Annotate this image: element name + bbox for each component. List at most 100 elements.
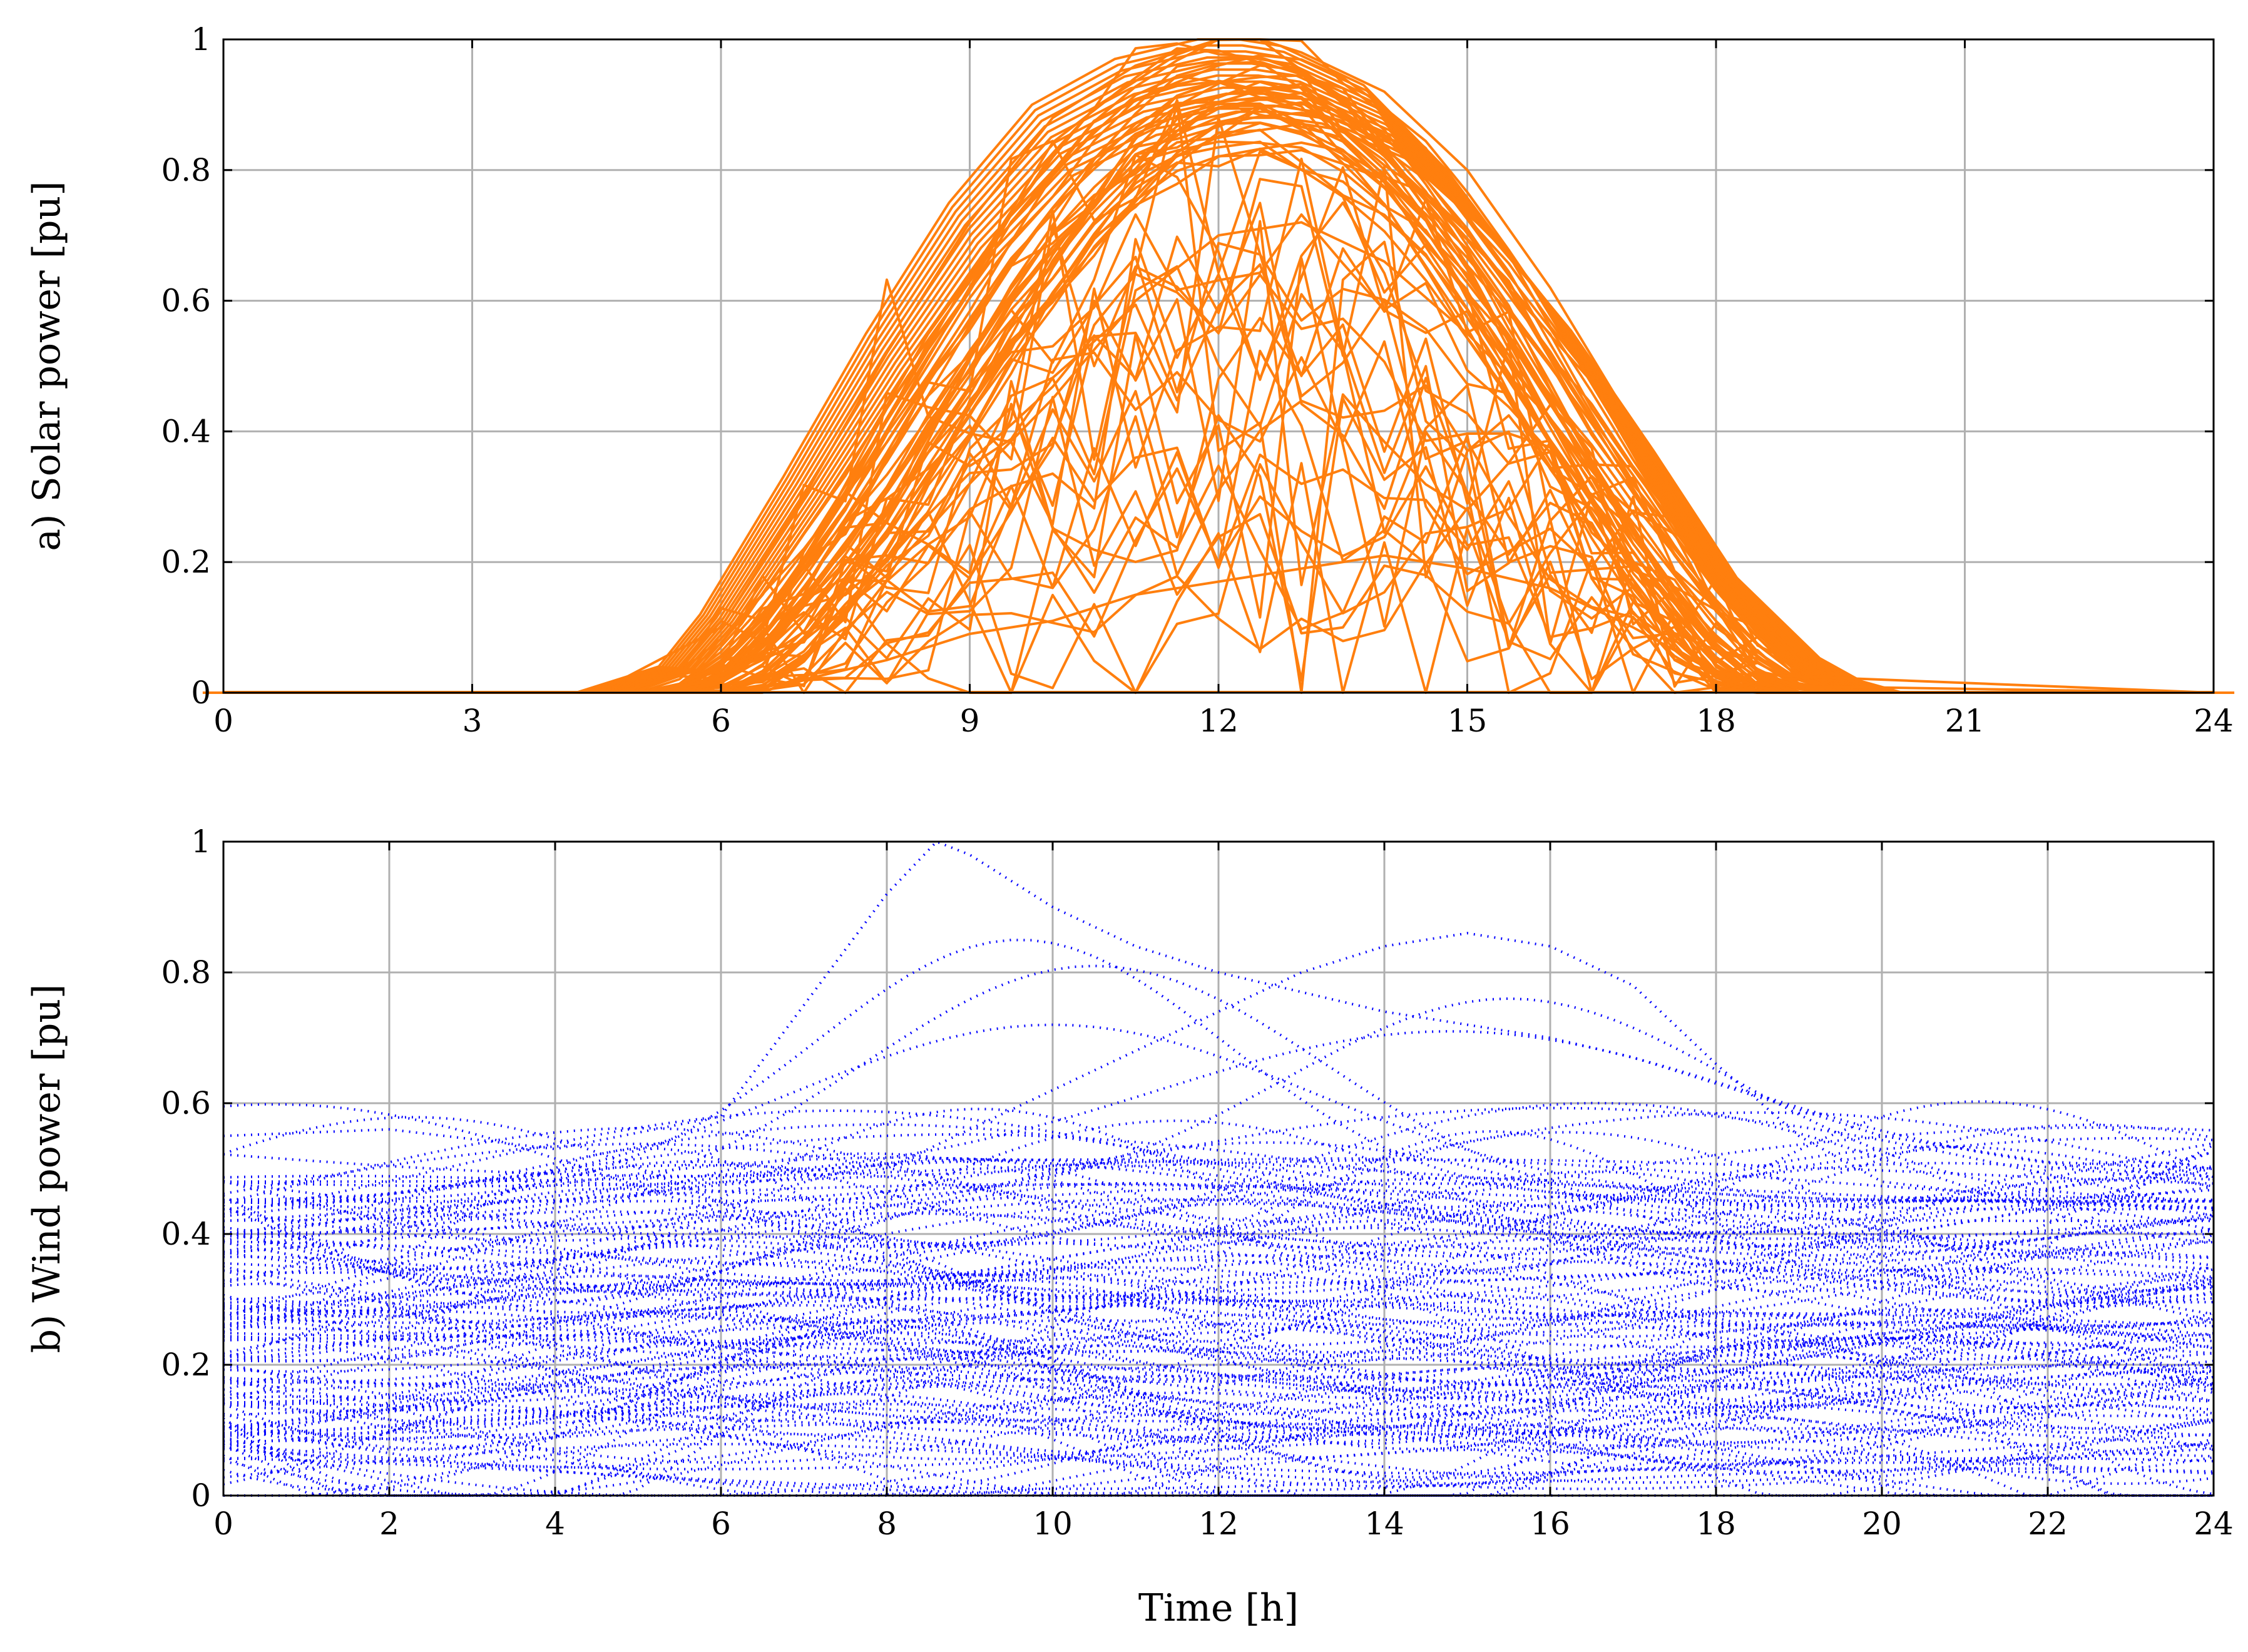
x-tick-label: 16 [1530,1506,1570,1542]
wind-series-line [223,1157,2214,1322]
wind-series-line [223,1100,2214,1282]
wind-series-line [223,1313,2214,1474]
wind-series-line [223,1282,2214,1318]
x-tick-label: 6 [711,703,731,739]
wind-series-line [223,1158,2214,1188]
y-tick-label: 1 [191,823,211,860]
wind-y-axis-label: b) Wind power [pu] [25,984,69,1354]
x-tick-label: 21 [1945,703,1985,739]
wind-series-line [223,1316,2214,1485]
x-tick-label: 10 [1033,1506,1073,1542]
solar-series-line [212,56,2203,694]
wind-series-line [223,1241,2214,1367]
wind-series-line [223,1126,2214,1248]
y-tick-label: 0.4 [161,1216,211,1252]
wind-series-line [223,1336,2214,1402]
x-tick-label: 12 [1198,1506,1239,1542]
wind-series-line [223,1187,2214,1308]
x-tick-label: 15 [1448,703,1488,739]
wind-series-line [223,1198,2214,1294]
wind-series-line [223,1226,2214,1286]
solar-series-line [231,92,2222,694]
wind-series-line [223,1335,2214,1461]
solar-power-panel: 0 3 6 9 12 15 18 21 24 0 0.2 0.4 0.6 0.8 1 a) Solar po… [25,21,2235,739]
solar-series-line [223,554,2214,694]
wind-series-line [223,1158,2214,1235]
x-tick-label: 24 [2194,703,2234,739]
x-tick-label: 8 [877,1506,897,1542]
x-tick-label: 20 [1862,1506,1902,1542]
wind-series-line [223,1240,2214,1284]
wind-series-line [223,1116,2214,1292]
x-tick-label: 18 [1696,1506,1736,1542]
x-tick-label: 12 [1198,703,1239,739]
x-tick-label: 22 [2028,1506,2068,1542]
wind-series-line [223,1129,2214,1325]
y-tick-label: 0.8 [161,152,211,188]
wind-series-line [223,1160,2214,1271]
solar-series-line [237,105,2228,694]
wind-series-line [223,1183,2214,1223]
wind-series-line [223,1427,2214,1471]
wind-series-line [223,1292,2214,1446]
wind-series-line [223,1303,2214,1444]
solar-axis-ticks: 0 3 6 9 12 15 18 21 24 0 0.2 0.4 0.6 0.8 1 [161,21,2233,739]
wind-series-line [223,1255,2214,1400]
wind-series-line [223,1457,2214,1491]
wind-series-line [223,1106,2214,1242]
wind-series-line [223,1119,2214,1303]
wind-series-line [223,1153,2214,1202]
y-tick-label: 0.6 [161,1085,211,1121]
wind-series-line [223,1375,2214,1425]
x-tick-label: 14 [1364,1506,1404,1542]
x-tick-label: 0 [213,703,233,739]
wind-series-line [223,1101,2214,1247]
x-tick-label: 3 [462,703,483,739]
solar-series-line [223,221,2214,694]
wind-series-line [223,1111,2214,1265]
wind-series-line [223,1226,2214,1337]
y-tick-label: 0 [191,675,211,711]
solar-series-line [206,44,2196,694]
solar-series-line [241,110,2231,694]
x-tick-label: 2 [379,1506,399,1542]
y-tick-label: 1 [191,21,211,58]
wind-grid [223,842,2214,1496]
wind-series-line [223,1300,2214,1409]
x-tick-label: 18 [1696,703,1736,739]
y-tick-label: 0.8 [161,954,211,991]
wind-x-axis-label: Time [h] [1138,1586,1299,1630]
solar-series-line [225,80,2215,694]
wind-series-line [223,932,2214,1210]
x-tick-label: 4 [545,1506,565,1542]
wind-series-line [223,1405,2214,1484]
wind-series-line [223,1293,2214,1466]
wind-series-line [223,1312,2214,1345]
wind-series-line [223,1160,2214,1259]
solar-series-line [234,98,2225,694]
wind-series-line [223,1395,2214,1497]
wind-series-line [223,1136,2214,1324]
x-tick-label: 24 [2194,1506,2234,1542]
y-tick-label: 0 [191,1477,211,1514]
x-tick-label: 0 [213,1506,233,1542]
solar-series-line [218,68,2209,694]
solar-series-line [228,86,2219,694]
wind-series-line [223,1278,2214,1387]
wind-series-line [223,1133,2214,1211]
wind-series-line [223,1251,2214,1362]
wind-series-line [223,1384,2214,1451]
solar-series-line [244,116,2235,694]
y-tick-label: 0.2 [161,544,211,580]
wind-series-line [223,1182,2214,1235]
solar-series-line [209,50,2200,694]
y-tick-label: 0.4 [161,413,211,449]
wind-series-line [223,1315,2214,1430]
wind-series-line [223,997,2214,1203]
wind-series-line [223,840,2214,1170]
wind-series-line [223,1391,2214,1474]
x-tick-label: 9 [960,703,980,739]
y-tick-label: 0.2 [161,1347,211,1383]
